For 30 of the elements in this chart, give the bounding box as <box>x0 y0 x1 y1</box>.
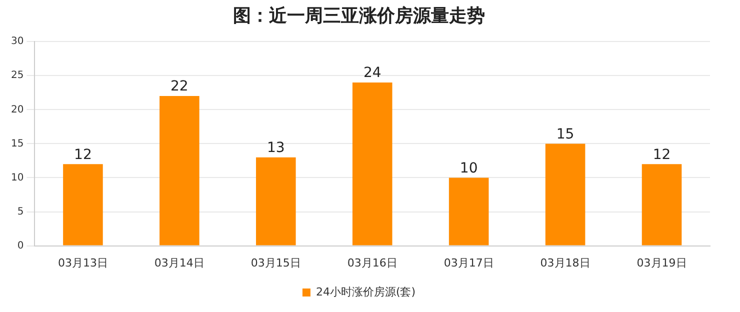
x-tick-label: 03月15日 <box>250 256 301 270</box>
bar <box>63 164 103 246</box>
data-label: 24 <box>363 65 382 82</box>
bar <box>642 164 682 246</box>
data-label: 12 <box>74 146 92 163</box>
bar <box>448 178 489 246</box>
data-label: 13 <box>266 140 285 156</box>
data-label: 12 <box>652 146 671 163</box>
x-tick-label: 03月14日 <box>154 256 204 270</box>
x-tick-label: 03月13日 <box>58 256 108 270</box>
y-tick-label: 10 <box>10 172 24 184</box>
data-label: 15 <box>556 126 574 142</box>
y-tick-label: 25 <box>10 70 24 82</box>
bar <box>352 82 392 246</box>
x-tick-label: 03月17日 <box>444 256 494 270</box>
x-tick-label: 03月19日 <box>636 256 687 270</box>
chart-title: 图：近一周三亚涨价房源量走势 <box>233 5 485 26</box>
y-tick-label: 15 <box>10 138 24 150</box>
y-tick-label: 5 <box>17 206 24 218</box>
legend-label: 24小时涨价房源(套) <box>316 285 416 298</box>
bar <box>160 96 200 246</box>
x-tick-label: 03月18日 <box>540 256 590 270</box>
data-label: 22 <box>170 78 188 95</box>
y-tick-label: 30 <box>10 36 24 48</box>
y-tick-label: 20 <box>10 104 24 116</box>
x-tick-label: 03月16日 <box>347 256 398 270</box>
bar <box>256 157 296 246</box>
bar <box>545 144 586 246</box>
y-tick-label: 0 <box>17 240 24 252</box>
data-label: 10 <box>460 160 478 176</box>
